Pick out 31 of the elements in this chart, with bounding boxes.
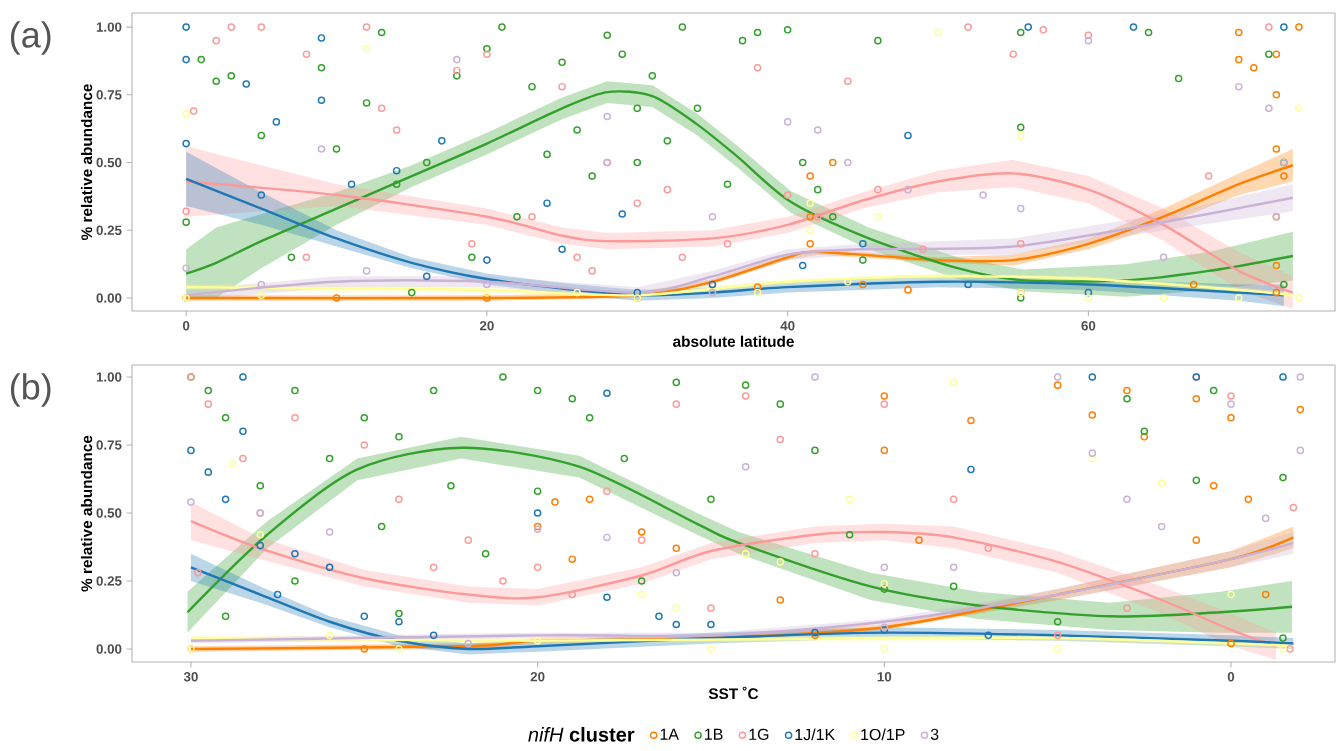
y-tick-label: 0.50 — [96, 508, 122, 518]
x-tick-label: 0 — [182, 321, 190, 331]
legend-label: 3 — [930, 728, 939, 740]
y-tick-label: 0.00 — [96, 644, 122, 654]
chart-title: (b) — [10, 373, 51, 407]
x-tick-label: 20 — [530, 672, 545, 682]
y-axis-title: % relative abundance — [80, 84, 93, 241]
y-tick-label: 0.25 — [96, 576, 122, 586]
legend-label: 1B — [705, 728, 723, 740]
x-tick-label: 40 — [780, 321, 795, 331]
y-tick-label: 0.75 — [96, 90, 122, 100]
x-axis-title: SST ˚C — [708, 686, 759, 700]
legend-label: 1G — [749, 728, 769, 740]
y-tick-label: 1.00 — [96, 22, 122, 32]
x-tick-label: 0 — [1227, 672, 1235, 682]
x-tick-label: 10 — [877, 672, 892, 682]
x-tick-label: 60 — [1081, 321, 1096, 331]
y-tick-label: 0.50 — [96, 157, 122, 168]
x-tick-label: 20 — [479, 321, 494, 331]
y-tick-label: 1.00 — [96, 372, 122, 382]
y-axis-title: % relative abundance — [80, 435, 93, 592]
legend-label: 1O/1P — [861, 728, 905, 741]
legend-title: nifH cluster — [528, 727, 635, 742]
y-tick-label: 0.25 — [96, 225, 122, 235]
legend-label: 1A — [660, 728, 679, 740]
y-tick-label: 0.00 — [96, 293, 122, 303]
x-tick-label: 30 — [183, 672, 198, 682]
y-tick-label: 0.75 — [96, 440, 122, 450]
x-axis-title: absolute latitude — [673, 335, 794, 347]
legend-label: 1J/1K — [795, 728, 836, 741]
chart-title: (a) — [10, 21, 51, 55]
